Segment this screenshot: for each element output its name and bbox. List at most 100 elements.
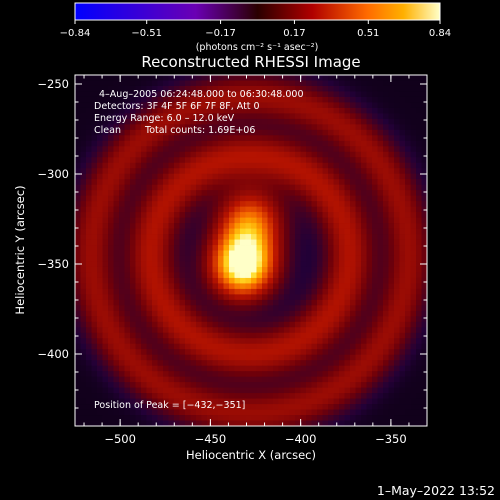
heatmap-cell	[212, 107, 219, 114]
heatmap-cell	[383, 168, 389, 175]
heatmap-cell	[328, 234, 334, 240]
heatmap-cell	[163, 343, 169, 350]
heatmap-cell	[135, 343, 142, 350]
heatmap-cell	[339, 272, 345, 279]
heatmap-cell	[383, 360, 389, 367]
heatmap-cell	[339, 223, 345, 229]
heatmap-cell	[179, 365, 186, 372]
heatmap-cell	[300, 360, 307, 367]
heatmap-cell	[234, 234, 241, 240]
heatmap-cell	[256, 190, 263, 197]
heatmap-cell	[240, 102, 246, 109]
heatmap-cell	[339, 146, 345, 153]
heatmap-cell	[190, 80, 197, 87]
heatmap-cell	[388, 371, 395, 378]
heatmap-cell	[108, 212, 114, 218]
heatmap-cell	[130, 129, 136, 136]
heatmap-cell	[311, 135, 318, 142]
heatmap-cell	[207, 305, 213, 312]
heatmap-cell	[130, 354, 136, 361]
heatmap-cell	[388, 179, 395, 186]
heatmap-cell	[300, 354, 307, 361]
heatmap-cell	[168, 415, 175, 421]
heatmap-cell	[146, 201, 153, 208]
heatmap-cell	[163, 360, 169, 367]
heatmap-cell	[86, 245, 92, 251]
heatmap-cell	[141, 277, 147, 284]
heatmap-cell	[130, 157, 136, 164]
heatmap-cell	[113, 217, 120, 224]
heatmap-cell	[135, 195, 142, 202]
heatmap-cell	[273, 393, 279, 399]
heatmap-cell	[223, 272, 230, 279]
heatmap-cell	[355, 393, 362, 399]
heatmap-cell	[113, 398, 120, 405]
heatmap-cell	[355, 349, 362, 356]
heatmap-cell	[256, 179, 263, 186]
heatmap-cell	[163, 338, 169, 345]
heatmap-cell	[350, 168, 356, 175]
heatmap-cell	[234, 310, 241, 317]
heatmap-cell	[179, 85, 186, 92]
heatmap-cell	[306, 80, 312, 87]
heatmap-cell	[328, 162, 334, 169]
heatmap-cell	[245, 261, 252, 268]
heatmap-cell	[306, 245, 312, 251]
heatmap-cell	[300, 404, 307, 410]
heatmap-cell	[229, 316, 235, 323]
heatmap-cell	[135, 206, 142, 213]
heatmap-cell	[322, 107, 329, 114]
heatmap-cell	[339, 376, 345, 383]
heatmap-cell	[141, 299, 147, 306]
heatmap-cell	[146, 316, 153, 323]
heatmap-cell	[130, 102, 136, 109]
heatmap-cell	[273, 135, 279, 142]
heatmap-cell	[289, 228, 296, 235]
heatmap-cell	[245, 393, 252, 399]
heatmap-cell	[157, 305, 164, 312]
heatmap-cell	[333, 107, 340, 114]
heatmap-cell	[212, 404, 219, 410]
heatmap-cell	[102, 184, 109, 191]
heatmap-cell	[80, 393, 87, 399]
heatmap-cell	[311, 255, 318, 262]
heatmap-cell	[97, 277, 103, 284]
heatmap-cell	[372, 360, 378, 367]
heatmap-cell	[75, 113, 81, 120]
heatmap-cell	[339, 409, 345, 416]
heatmap-cell	[295, 201, 301, 208]
heatmap-cell	[152, 113, 158, 120]
heatmap-cell	[229, 217, 235, 224]
heatmap-cell	[339, 124, 345, 131]
heatmap-cell	[152, 310, 158, 317]
heatmap-cell	[372, 277, 378, 284]
heatmap-cell	[361, 102, 367, 109]
heatmap-cell	[394, 184, 400, 191]
heatmap-cell	[295, 75, 301, 81]
heatmap-cell	[306, 371, 312, 378]
heatmap-cell	[421, 365, 428, 372]
heatmap-cell	[317, 118, 323, 125]
heatmap-cell	[278, 376, 285, 383]
heatmap-cell	[267, 310, 274, 317]
heatmap-cell	[113, 365, 120, 372]
heatmap-cell	[399, 151, 406, 158]
heatmap-cell	[262, 206, 268, 213]
heatmap-cell	[377, 162, 384, 169]
heatmap-cell	[383, 420, 389, 427]
heatmap-cell	[80, 80, 87, 87]
heatmap-cell	[97, 349, 103, 356]
heatmap-cell	[245, 332, 252, 339]
heatmap-cell	[284, 80, 290, 87]
heatmap-cell	[256, 228, 263, 235]
heatmap-cell	[311, 91, 318, 98]
heatmap-cell	[130, 398, 136, 405]
heatmap-cell	[113, 80, 120, 87]
heatmap-cell	[113, 371, 120, 378]
heatmap-cell	[399, 168, 406, 175]
heatmap-cell	[119, 299, 125, 306]
heatmap-cell	[152, 409, 158, 416]
heatmap-cell	[278, 91, 285, 98]
heatmap-cell	[295, 261, 301, 268]
heatmap-cell	[311, 107, 318, 114]
